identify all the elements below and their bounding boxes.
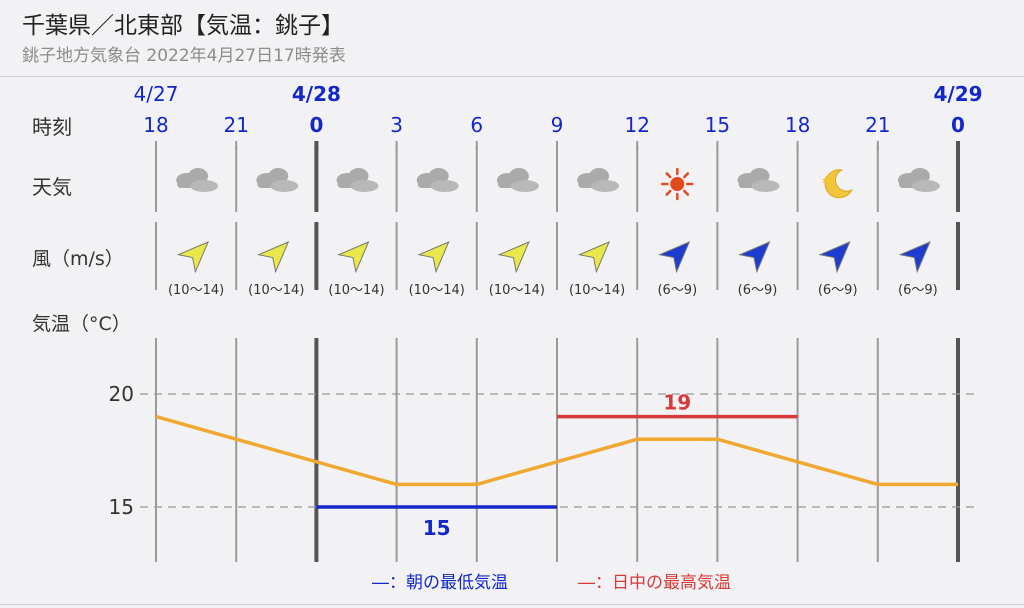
date-label: 4/29 (933, 82, 982, 106)
moon-star (821, 176, 830, 184)
wind-arrow-icon (738, 241, 771, 274)
wind-arrowhead (657, 241, 691, 274)
wind-icons: (10～14) (10～14) (10～14) (10～14) (10～14) (10～1… (168, 241, 938, 298)
wind-arrow-icon (417, 241, 450, 274)
cloud-front-shape (751, 180, 780, 192)
wind-arrow-icon (818, 241, 851, 274)
wind-speed-label: (10～14) (248, 283, 304, 298)
wind-speed-label: (6～9) (818, 283, 858, 298)
date-label: 4/27 (134, 82, 179, 106)
cloud-front-shape (350, 180, 379, 192)
cloud-front-shape (911, 180, 940, 192)
time-label: 15 (705, 113, 730, 137)
cloud-icon (897, 168, 940, 192)
wind-speed-label: (6～9) (738, 283, 778, 298)
sun-ray (665, 189, 672, 196)
cloud-icon (176, 168, 219, 192)
sun-icon (661, 167, 694, 201)
date-labels: 4/27 4/28 4/29 (134, 82, 983, 106)
y-tick-label: 20 (109, 382, 134, 406)
wind-arrow-icon (657, 241, 691, 274)
cloud-icon (256, 168, 299, 192)
wind-speed-label: (10～14) (168, 283, 224, 298)
wind-arrow-icon (898, 241, 931, 274)
wind-arrowhead (256, 241, 290, 274)
wind-arrowhead (417, 241, 450, 274)
wind-speed-label: (10～14) (409, 283, 465, 298)
cloud-icon (577, 168, 620, 192)
time-label: 3 (390, 113, 403, 137)
wind-speed-label: (10～14) (328, 283, 384, 298)
wind-arrow-icon (577, 241, 611, 274)
temperature-series (155, 414, 959, 487)
wind-arrow-icon (337, 241, 370, 274)
cloud-icon (737, 168, 780, 192)
wind-arrowhead (898, 241, 931, 274)
wind-speed-label: (10～14) (569, 283, 625, 298)
legend-item: ―：日中の最高気温 (578, 573, 731, 593)
time-label: 21 (223, 113, 248, 137)
cloud-icon (336, 168, 379, 192)
wind-speed-label: (6～9) (898, 283, 938, 298)
cloud-icon (416, 168, 459, 192)
wind-row-label: 風（m/s） (32, 248, 124, 270)
column-gridlines (155, 141, 960, 562)
moon-crescent (824, 169, 853, 199)
sun-ray (683, 172, 690, 179)
time-label: 6 (470, 113, 483, 137)
min-temp-label: 15 (423, 516, 451, 540)
time-label: 0 (951, 113, 965, 137)
cloud-front-shape (270, 180, 299, 192)
cloud-front-shape (510, 180, 539, 192)
page-title: 千葉県／北東部【気温：銚子】 (22, 13, 344, 39)
legend-item: ―：朝の最低気温 (372, 573, 508, 593)
footer-divider (0, 604, 1024, 605)
cloud-front-shape (190, 180, 219, 192)
y-tick-label: 15 (109, 495, 134, 519)
wind-arrowhead (818, 241, 851, 274)
time-label: 0 (309, 113, 323, 137)
wind-arrow-icon (497, 241, 530, 274)
wind-arrowhead (497, 241, 530, 274)
time-label: 18 (785, 113, 810, 137)
time-label: 18 (143, 113, 168, 137)
wind-arrow-icon (256, 241, 290, 274)
weather-icons (176, 167, 940, 201)
legend: ―：朝の最低気温 ―：日中の最高気温 (372, 573, 731, 593)
wind-arrow-icon (176, 241, 210, 274)
cloud-icon (496, 168, 539, 192)
wind-arrowhead (176, 241, 210, 274)
cloud-front-shape (591, 180, 620, 192)
max-temp-label: 19 (663, 391, 691, 415)
wind-arrowhead (337, 241, 370, 274)
header-divider (0, 76, 1024, 77)
wind-speed-label: (6～9) (657, 283, 697, 298)
time-row-label: 時刻 (32, 115, 72, 139)
time-label: 9 (551, 113, 564, 137)
weather-row-label: 天気 (32, 175, 72, 199)
sun-ray (683, 189, 690, 196)
date-label: 4/28 (292, 82, 341, 106)
temp-row-label: 気温（°C） (32, 313, 131, 335)
wind-arrowhead (738, 241, 771, 274)
time-label: 21 (865, 113, 890, 137)
time-label: 12 (624, 113, 649, 137)
wind-speed-label: (10～14) (489, 283, 545, 298)
cloud-front-shape (430, 180, 459, 192)
moon-icon (821, 169, 853, 199)
time-labels: 18 21 0 3 6 9 12 15 18 21 0 (143, 113, 965, 137)
wind-arrowhead (577, 241, 611, 274)
sun-ray (665, 172, 672, 179)
issuance-subtitle: 銚子地方気象台 2022年4月27日17時発表 (22, 46, 346, 66)
sun-disc (670, 177, 685, 191)
